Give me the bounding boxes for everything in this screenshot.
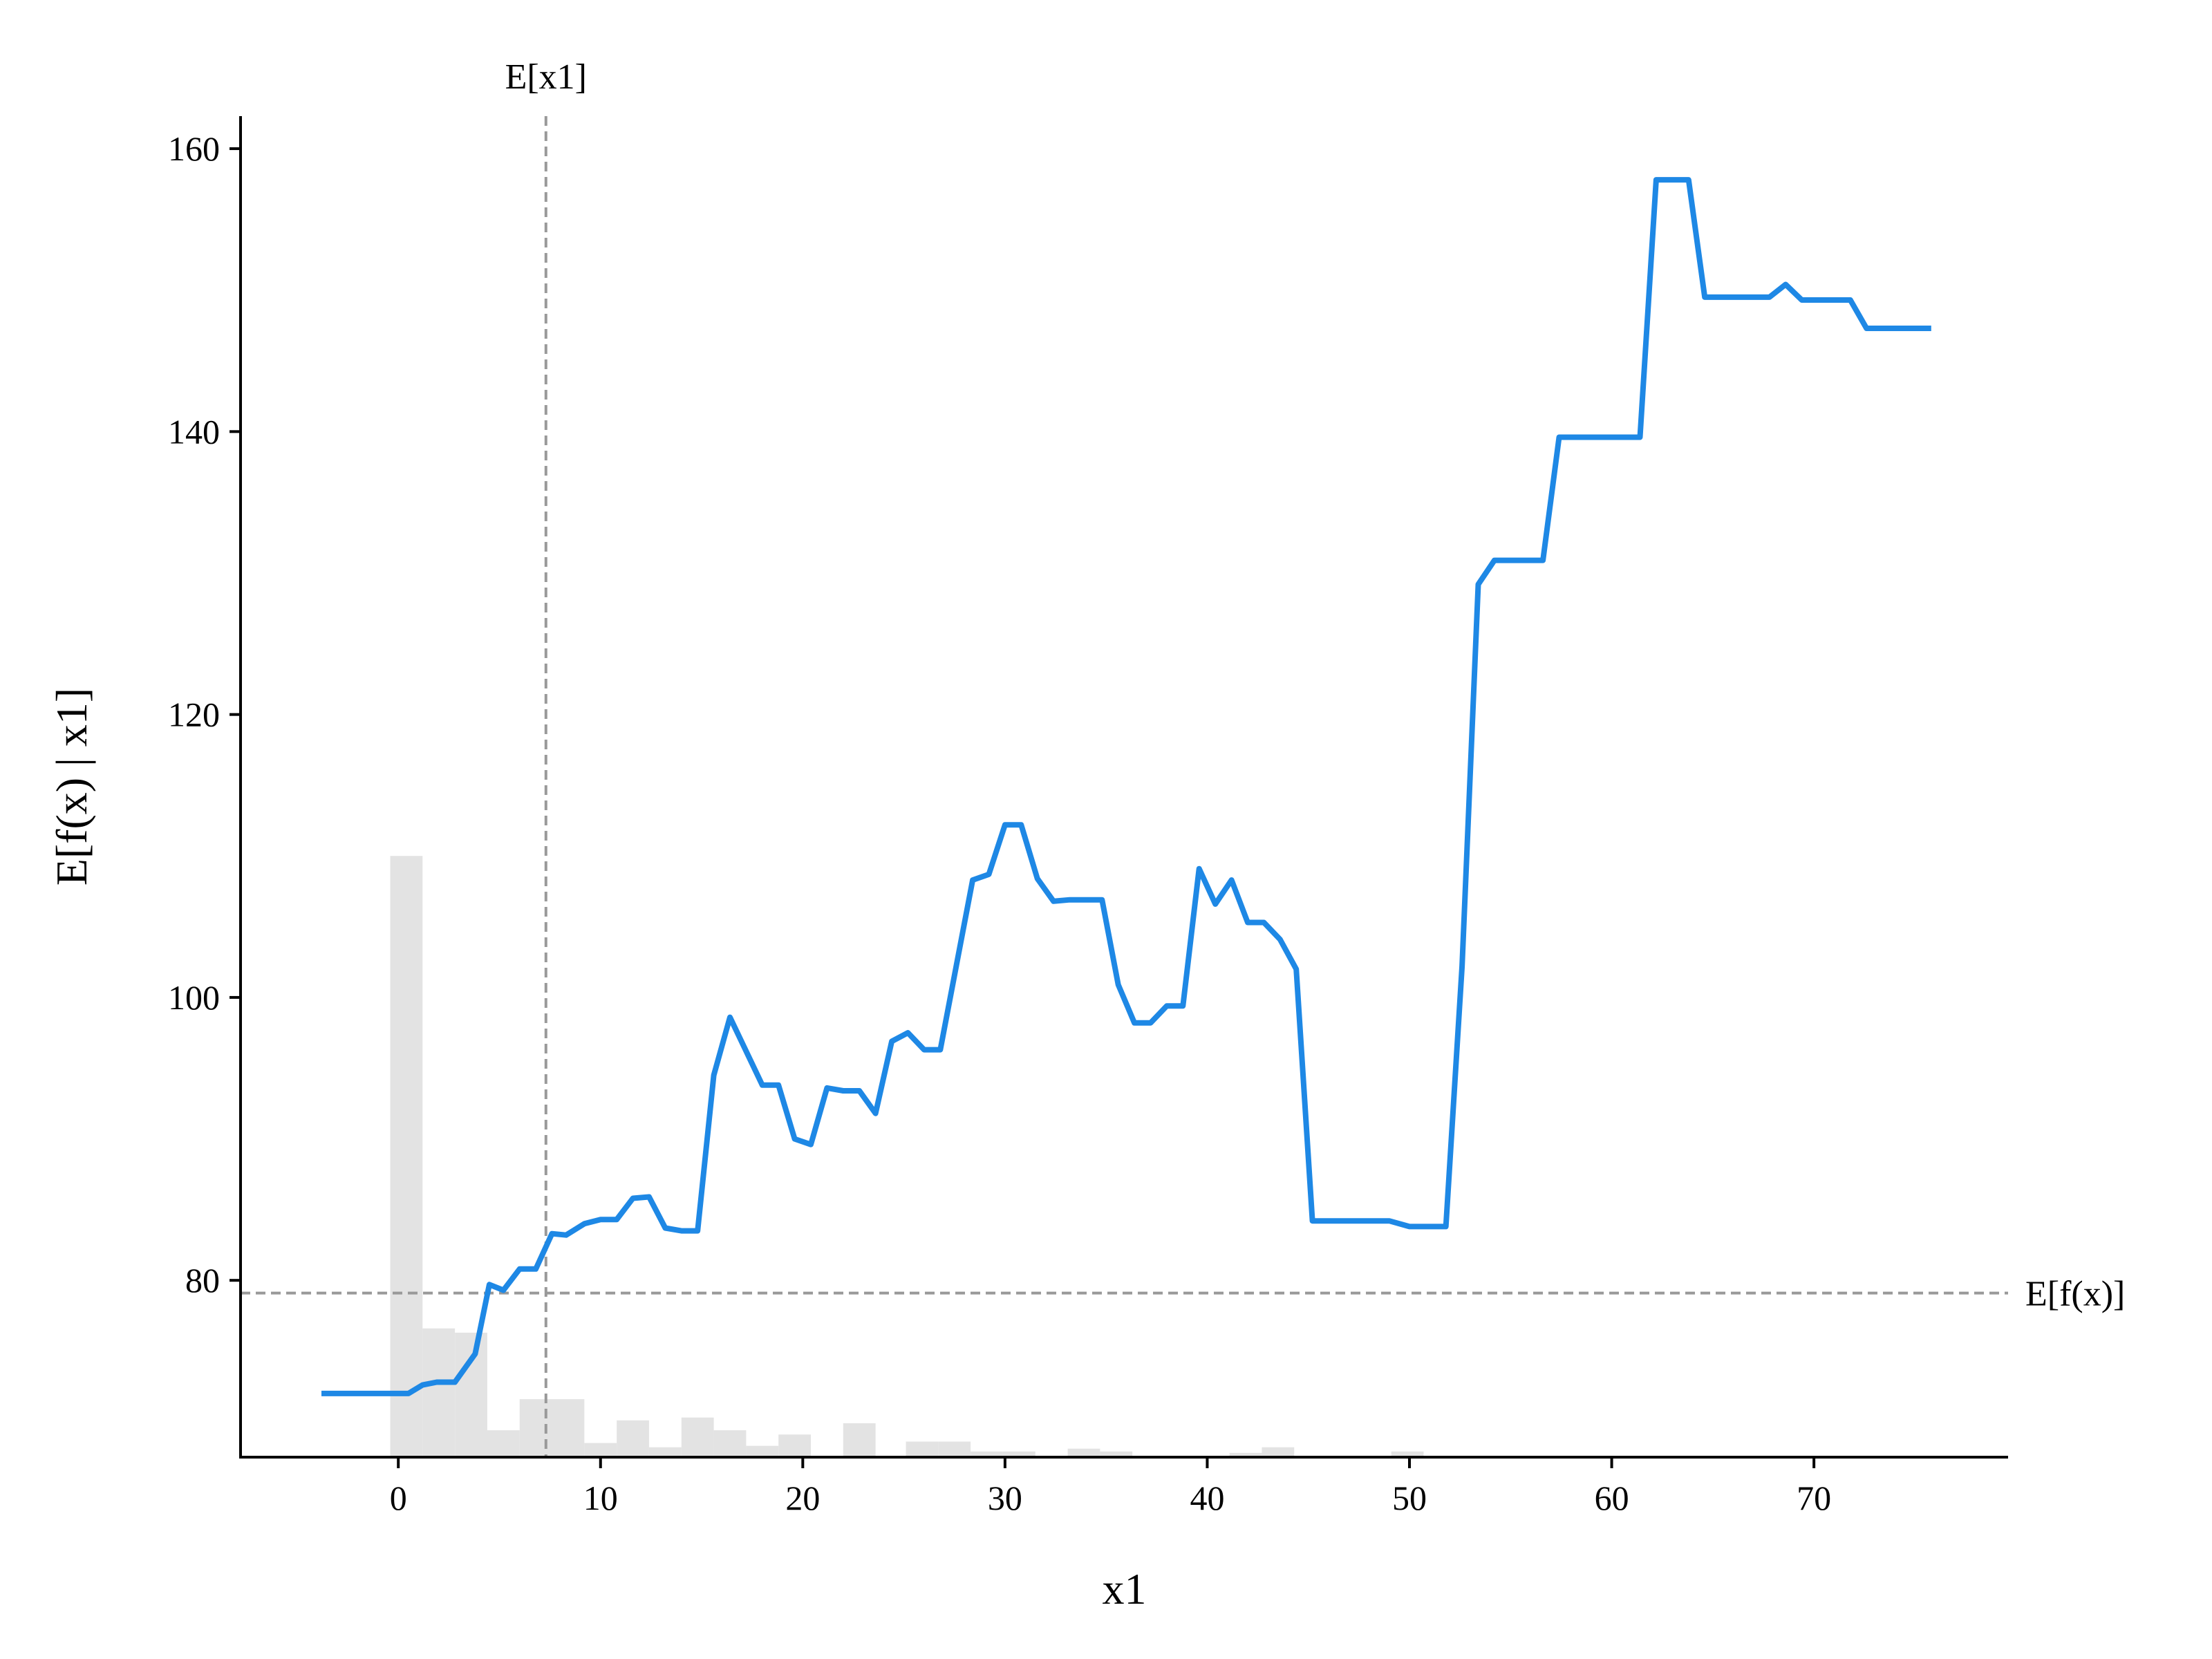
histogram-bar xyxy=(843,1423,876,1457)
histogram-bar xyxy=(1002,1451,1035,1457)
y-axis-label: E[f(x) | x1] xyxy=(47,688,96,885)
x-tick-label: 30 xyxy=(988,1479,1022,1517)
x-tick-label: 0 xyxy=(390,1479,407,1517)
histogram-bar xyxy=(1262,1447,1295,1457)
y-tick-label: 80 xyxy=(185,1261,220,1300)
histogram-bar xyxy=(713,1430,747,1457)
histogram-bar xyxy=(390,856,423,1457)
histogram-bar xyxy=(584,1443,617,1457)
x-tick-label: 60 xyxy=(1595,1479,1629,1517)
histogram-bar xyxy=(681,1417,714,1457)
histogram-bar xyxy=(1391,1451,1424,1457)
histogram-bar xyxy=(617,1420,649,1457)
y-tick-label: 140 xyxy=(168,412,220,451)
axes xyxy=(229,116,2008,1468)
histogram-bar xyxy=(1100,1451,1133,1457)
x-tick-label: 10 xyxy=(583,1479,618,1517)
y-tick-label: 100 xyxy=(168,978,220,1017)
histogram-bar xyxy=(455,1332,487,1457)
histogram-bar xyxy=(971,1451,1003,1457)
x-axis-label: x1 xyxy=(1103,1564,1147,1613)
x-tick-label: 40 xyxy=(1190,1479,1224,1517)
series-line xyxy=(321,177,1931,1396)
histogram-bar xyxy=(906,1441,939,1457)
histogram xyxy=(390,856,1424,1457)
y-tick-label: 160 xyxy=(168,129,220,168)
x-tick-label: 70 xyxy=(1797,1479,1831,1517)
histogram-bar xyxy=(938,1441,971,1457)
mean-x1-label: E[x1] xyxy=(505,57,587,97)
histogram-bar xyxy=(1229,1452,1262,1457)
mean-fx-label: E[f(x)] xyxy=(2025,1275,2125,1314)
labels: 0 10 20 30 40 50 60 70 80 100 120 140 160 x1 E[f(x) | … xyxy=(47,57,2125,1613)
x-tick-label: 50 xyxy=(1392,1479,1427,1517)
x-tick-label: 20 xyxy=(785,1479,820,1517)
series-lines xyxy=(321,177,1931,1396)
histogram-bar xyxy=(1067,1448,1100,1457)
histogram-bar xyxy=(422,1328,456,1457)
histogram-bar xyxy=(552,1399,585,1457)
histogram-bar xyxy=(487,1430,520,1457)
histogram-bar xyxy=(648,1447,682,1457)
y-tick-label: 120 xyxy=(168,695,220,734)
histogram-bar xyxy=(778,1434,812,1457)
histogram-bar xyxy=(746,1445,779,1457)
reference-lines xyxy=(241,116,2008,1457)
